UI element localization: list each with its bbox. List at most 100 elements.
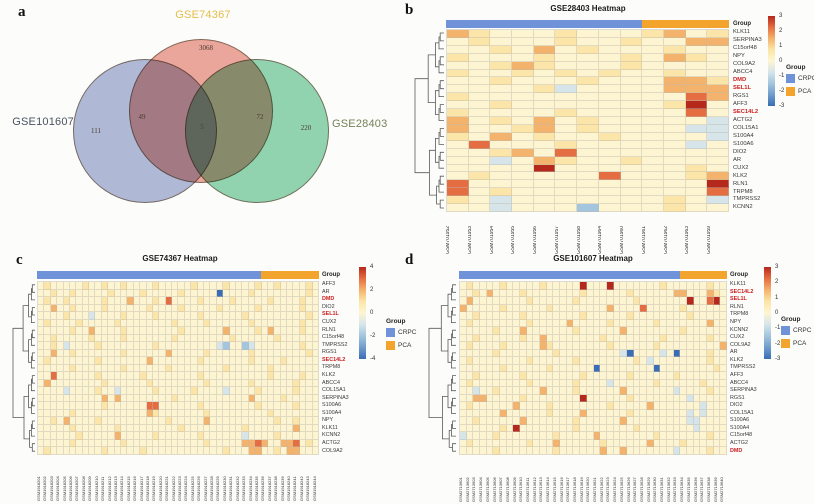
heatmap-cell xyxy=(229,409,236,418)
heatmap-cell xyxy=(555,148,578,157)
heatmap-cell xyxy=(493,319,501,328)
heatmap-cell xyxy=(248,409,256,418)
heatmap-cell xyxy=(620,61,643,70)
heatmap-cell xyxy=(586,424,594,433)
heatmap-cell xyxy=(640,357,647,365)
heatmap-cell xyxy=(493,387,501,395)
heatmap-cell xyxy=(312,297,319,305)
gene-label: DMD xyxy=(322,296,335,303)
heatmap-cell xyxy=(693,372,701,380)
heatmap-cell xyxy=(706,379,714,388)
heatmap-cell xyxy=(140,394,147,403)
heatmap-cell xyxy=(114,394,122,403)
legend-item-crpc: CRPC xyxy=(781,326,811,335)
heatmap-cell xyxy=(172,312,179,320)
heatmap-cell xyxy=(606,282,614,290)
heatmap-cell xyxy=(235,349,243,358)
heatmap-cell xyxy=(229,402,236,410)
heatmap-cell xyxy=(660,312,667,320)
heatmap-cell xyxy=(178,357,185,365)
heatmap-cell xyxy=(555,132,578,141)
heatmap-cell xyxy=(299,297,307,305)
heatmap-cell xyxy=(613,424,621,433)
heatmap-cell xyxy=(620,204,643,212)
sample-label: GSM701955 xyxy=(511,214,533,254)
heatmap-cell xyxy=(586,319,594,328)
heatmap-cell xyxy=(63,447,70,455)
heatmap-cell xyxy=(486,432,494,440)
heatmap-cell xyxy=(146,394,153,403)
heatmap-cell xyxy=(197,387,205,395)
heatmap-cell xyxy=(653,417,661,425)
heatmap-cell xyxy=(693,357,701,365)
heatmap-cell xyxy=(95,409,102,418)
panel-letter-a: a xyxy=(18,4,26,20)
heatmap-cell xyxy=(468,172,491,181)
legend-item-crpc: CRPC xyxy=(786,74,814,83)
sample-label: GSM2713622 xyxy=(600,457,607,502)
heatmap-cell xyxy=(242,357,249,365)
heatmap-cell xyxy=(447,156,469,165)
heatmap-cell xyxy=(121,439,128,448)
heatmap-cell xyxy=(165,379,173,388)
heatmap-cell xyxy=(223,447,230,455)
heatmap-cell xyxy=(513,364,521,373)
heatmap-cell xyxy=(680,312,687,320)
heatmap-cell xyxy=(261,409,268,418)
heatmap-cell xyxy=(526,327,534,335)
heatmap-cell xyxy=(646,387,654,395)
heatmap-cell xyxy=(172,394,179,403)
heatmap-cell xyxy=(693,402,701,410)
heatmap-cell xyxy=(172,342,179,350)
sample-label: GSM2713624 xyxy=(613,457,620,502)
heatmap-cell xyxy=(620,297,627,305)
colorbar-tick: -2 xyxy=(370,333,376,339)
sample-label: GSM701959 xyxy=(707,214,729,254)
colorbar-tick: 1 xyxy=(779,43,783,49)
heatmap-cell xyxy=(242,387,249,395)
heatmap-cell xyxy=(466,327,474,335)
heatmap-cell xyxy=(152,342,160,350)
heatmap-cell xyxy=(50,424,58,433)
heatmap-cell xyxy=(685,101,708,110)
heatmap-cell xyxy=(707,164,729,173)
heatmap-cell xyxy=(540,334,547,343)
heatmap-cell xyxy=(546,342,554,350)
gene-label: TRPM8 xyxy=(322,364,341,371)
heatmap-cell xyxy=(555,30,578,38)
heatmap-cell xyxy=(159,387,166,395)
heatmap-cell xyxy=(146,289,153,298)
heatmap-cell xyxy=(600,312,607,320)
heatmap-cell xyxy=(280,387,288,395)
heatmap-cell xyxy=(566,289,574,298)
heatmap-cell xyxy=(229,432,236,440)
sample-label-text: GSM701954 xyxy=(489,225,495,254)
heatmap-cell xyxy=(680,334,687,343)
heatmap-cell xyxy=(248,439,256,448)
heatmap-cell xyxy=(566,424,574,433)
heatmap-cell xyxy=(114,312,122,320)
heatmap-cell xyxy=(586,289,594,298)
heatmap-cell xyxy=(146,297,153,305)
heatmap-cell xyxy=(640,282,647,290)
heatmap-cell xyxy=(293,387,300,395)
heatmap-cell xyxy=(500,372,507,380)
heatmap-cell xyxy=(127,402,134,410)
heatmap-cell xyxy=(63,372,70,380)
heatmap-cell xyxy=(460,357,467,365)
gene-label: SERPINA3 xyxy=(730,387,757,394)
heatmap-cell xyxy=(473,297,481,305)
legend-label: PCA xyxy=(398,342,412,349)
heatmap-cell xyxy=(580,282,587,290)
heatmap-cell xyxy=(76,357,83,365)
heatmap-cell xyxy=(82,357,90,365)
colorbar-tick: 0 xyxy=(775,310,779,316)
heatmap-cell xyxy=(306,432,313,440)
heatmap-cell xyxy=(686,304,694,313)
heatmap-cell xyxy=(620,77,643,86)
heatmap-cell xyxy=(693,409,701,418)
heatmap-cell xyxy=(500,342,507,350)
heatmap-cell xyxy=(114,417,122,425)
heatmap-cell xyxy=(685,85,708,94)
heatmap-cell xyxy=(468,188,491,197)
